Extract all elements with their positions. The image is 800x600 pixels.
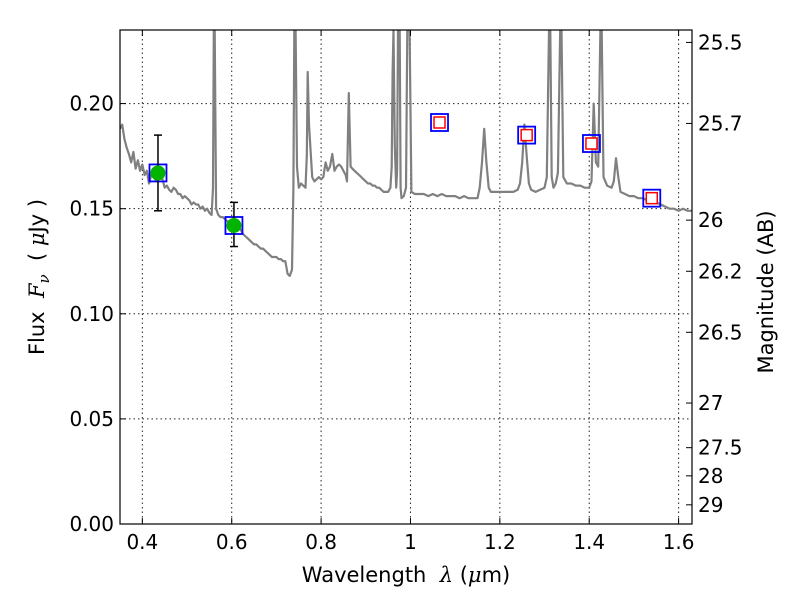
upper-limit-square — [585, 137, 598, 150]
y-axis-label-unit: Jy ) — [25, 199, 49, 235]
x-tick-label: 1.6 — [663, 530, 695, 554]
y-tick-label: 0.00 — [69, 512, 114, 536]
x-tick-label: 1.2 — [484, 530, 516, 554]
x-tick-label: 0.6 — [216, 530, 248, 554]
mag-tick-label: 25.7 — [698, 111, 743, 135]
mag-tick-label: 25.5 — [698, 30, 743, 54]
upper-limit-square — [520, 128, 533, 142]
axis-ticks: 0.4 0.6 0.8 1 1.2 1.4 1.6 0.00 0.05 0.10 0.15 0.20 2… — [69, 30, 743, 554]
x-tick-label: 1.4 — [573, 530, 605, 554]
model-spectrum-line — [120, 30, 692, 277]
y-tick-label: 0.15 — [69, 197, 114, 221]
y-axis-label-flux: Flux — [25, 298, 49, 355]
x-axis-label-open: ( — [453, 563, 468, 587]
plot-frame — [119, 29, 693, 525]
mag-tick-label: 28 — [698, 464, 723, 488]
mag-tick-label: 27 — [698, 391, 723, 415]
x-axis-label-mu: μ — [468, 563, 482, 587]
x-tick-label: 0.8 — [305, 530, 337, 554]
y-axis-label-nu: ν — [35, 274, 53, 283]
model-spectrum — [120, 30, 692, 277]
x-axis-label-unit: m) — [482, 563, 511, 587]
y-tick-label: 0.20 — [69, 92, 114, 116]
y-axis-label-f: F — [25, 282, 49, 299]
y-axis-label-open: ( — [25, 246, 49, 274]
right-axis-label: Magnitude (AB) — [754, 210, 778, 373]
mag-tick-label: 26.5 — [698, 320, 743, 344]
mag-tick-label: 26 — [698, 208, 723, 232]
photometry-markers — [148, 113, 662, 248]
mag-tick-label: 26.2 — [698, 259, 743, 283]
model-photometry-square — [517, 125, 537, 145]
x-axis-label: Wavelength λ (μm) — [302, 563, 510, 587]
detection-point — [226, 217, 242, 233]
x-tick-label: 1 — [404, 530, 417, 554]
model-photometry-square — [430, 113, 449, 132]
y-axis-label-mu: μ — [25, 232, 49, 246]
mag-tick-label: 27.5 — [698, 436, 743, 460]
x-tick-label: 0.4 — [126, 530, 158, 554]
model-photometry-square — [642, 188, 662, 208]
model-photometry-square — [582, 134, 601, 153]
y-tick-label: 0.05 — [69, 407, 114, 431]
upper-limit-square — [645, 191, 659, 205]
x-axis-label-word: Wavelength — [302, 563, 440, 587]
y-axis-label: Flux Fν ( μJy ) — [25, 199, 53, 355]
y-tick-label: 0.10 — [69, 302, 114, 326]
mag-tick-label: 29 — [698, 493, 723, 517]
detection-point — [150, 165, 166, 181]
upper-limit-square — [433, 116, 446, 129]
x-axis-label-lambda: λ — [439, 563, 453, 587]
